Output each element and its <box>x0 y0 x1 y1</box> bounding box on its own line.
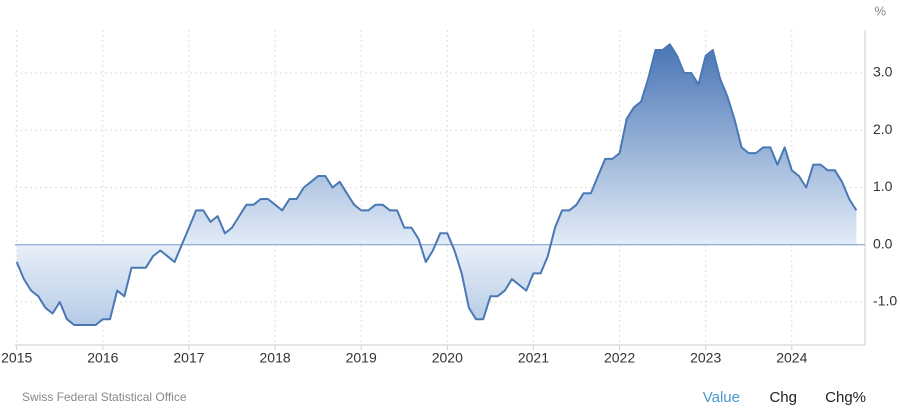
y-tick-label: 0.0 <box>873 235 893 251</box>
source: Swiss Federal Statistical Office <box>22 390 187 404</box>
x-tick-label: 2016 <box>87 350 118 366</box>
x-tick-label: 2017 <box>173 350 204 366</box>
x-tick-label: 2018 <box>260 350 291 366</box>
value-tab[interactable]: Value <box>703 389 740 406</box>
line <box>15 43 858 326</box>
unit-label: % <box>874 3 886 18</box>
y-tick-label: -1.0 <box>873 293 897 309</box>
x-tick-label: 2023 <box>690 350 721 366</box>
x-tick-label: 2021 <box>518 350 549 366</box>
y-tick-label: 3.0 <box>873 64 893 80</box>
y-tick-label: 1.0 <box>873 178 893 194</box>
x-tick-label: 2020 <box>432 350 463 366</box>
area-fill <box>16 44 857 326</box>
x-tick-label: 2019 <box>346 350 377 366</box>
y-tick-label: 2.0 <box>873 121 893 137</box>
x-tick-label: 2022 <box>604 350 635 366</box>
x-tick-label: 2024 <box>776 350 807 366</box>
chg-tab[interactable]: Chg <box>769 389 797 406</box>
chg-pct-tab[interactable]: Chg% <box>825 389 866 406</box>
x-tick-label: 2015 <box>1 350 32 366</box>
